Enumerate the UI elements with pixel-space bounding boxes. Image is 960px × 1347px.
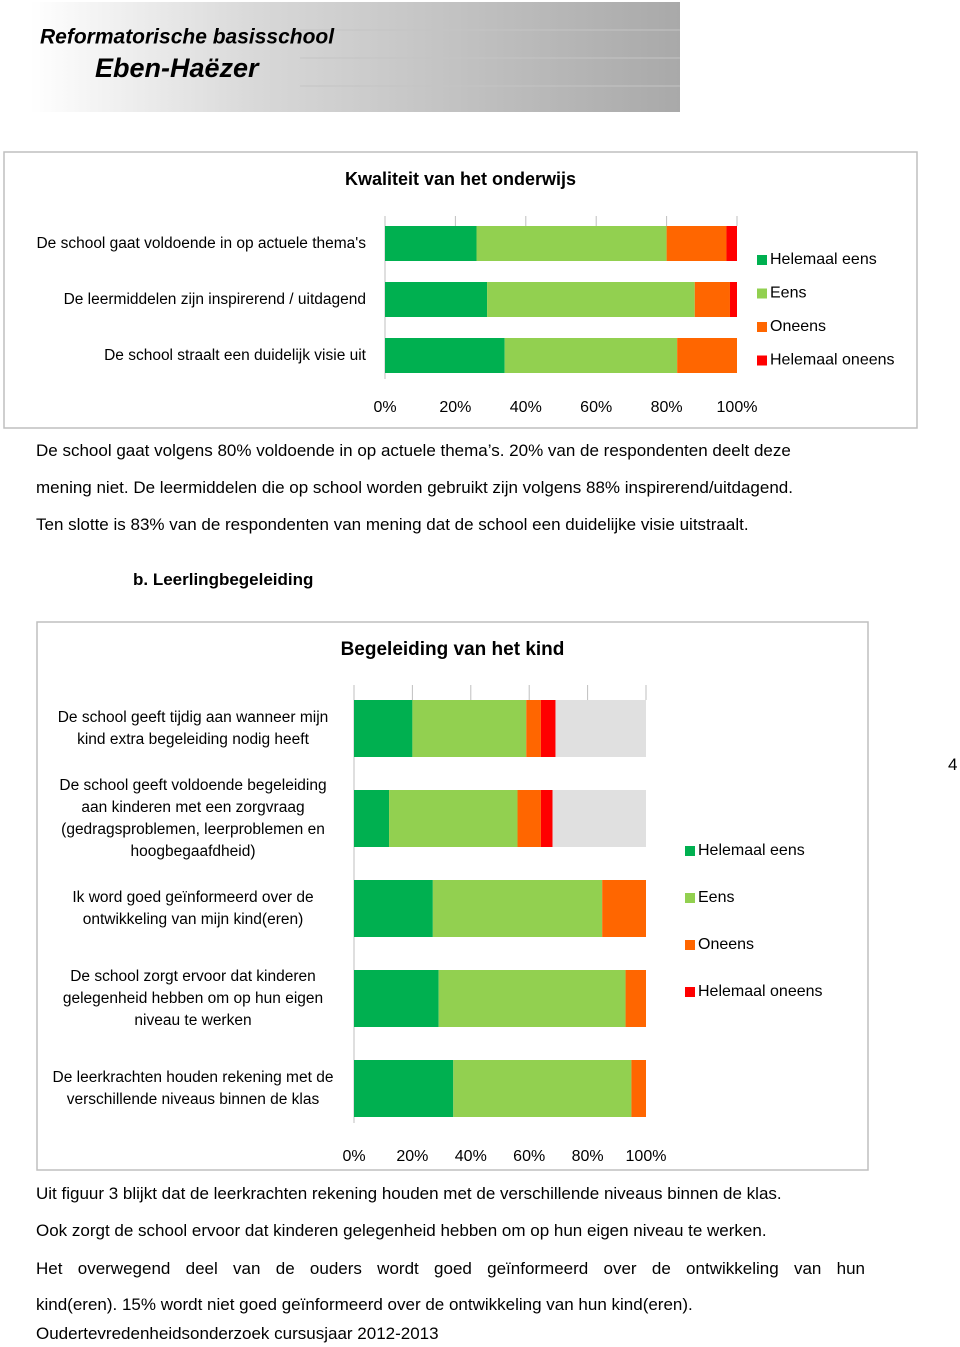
- category-label-box: De school zorgt ervoor dat kinderen gele…: [62, 967, 324, 1029]
- legend-label: Eens: [698, 889, 734, 906]
- bar-segment: [504, 338, 678, 373]
- text-line: Ten slotte is 83% van de respondenten va…: [36, 515, 749, 534]
- bar-segment: [354, 1060, 454, 1117]
- logo-line1: Reformatorische basisschool: [40, 26, 335, 49]
- x-tick-label: 20%: [439, 399, 471, 416]
- x-tick-label: 0%: [373, 399, 396, 416]
- category-label-box: De leerkrachten houden rekening met de v…: [52, 1068, 334, 1108]
- x-tick-label: 100%: [717, 399, 758, 416]
- bar-segment: [354, 970, 439, 1027]
- bar-segment: [487, 282, 695, 317]
- x-tick-label: 80%: [572, 1148, 604, 1165]
- bar-segment: [438, 970, 626, 1027]
- legend-label: Helemaal oneens: [770, 352, 895, 369]
- legend-label: Helemaal eens: [770, 251, 877, 268]
- category-label: De school geeft voldoende begeleiding aa…: [59, 776, 327, 860]
- bar-segment: [385, 226, 477, 261]
- category-label-box: Ik word goed geïnformeerd over de ontwik…: [72, 888, 314, 928]
- legend-swatch: [757, 322, 767, 332]
- legend-label: Oneens: [698, 936, 754, 953]
- footer: Oudertevredenheidsonderzoek cursusjaar 2…: [36, 1324, 439, 1343]
- text-line: Uit figuur 3 blijkt dat de leerkrachten …: [36, 1184, 782, 1203]
- bar-segment: [625, 970, 646, 1027]
- bar-segment: [453, 1060, 632, 1117]
- x-tick-label: 40%: [455, 1148, 487, 1165]
- text-line: Het overwegend deel van de ouders wordt …: [36, 1259, 865, 1278]
- logo-bricks: [300, 29, 680, 87]
- legend-swatch: [685, 893, 695, 903]
- bar-segment: [476, 226, 667, 261]
- bar-segment: [602, 880, 646, 937]
- category-label-box: De school gaat voldoende in op actuele t…: [36, 234, 366, 252]
- bar-segment: [517, 790, 541, 847]
- text-line: mening niet. De leermiddelen die op scho…: [36, 478, 793, 497]
- page-number: 4: [948, 755, 958, 774]
- bar-segment: [729, 282, 737, 317]
- legend-swatch: [757, 255, 767, 265]
- x-tick-label: 80%: [651, 399, 683, 416]
- bar-segment: [666, 226, 727, 261]
- bar-segment: [432, 880, 603, 937]
- legend-swatch: [685, 846, 695, 856]
- category-label-box: De school straalt een duidelijk visie ui…: [104, 346, 366, 364]
- legend-label: Helemaal eens: [698, 842, 805, 859]
- legend-swatch: [757, 288, 767, 299]
- bar-segment: [677, 338, 737, 373]
- legend-label: Oneens: [770, 318, 826, 335]
- legend-label: Helemaal oneens: [698, 983, 823, 1000]
- bar-segment: [555, 700, 646, 757]
- text-line: kind(eren). 15% wordt niet goed geïnform…: [36, 1295, 693, 1314]
- category-label: De school gaat voldoende in op actuele t…: [36, 234, 366, 252]
- legend-swatch: [757, 355, 767, 366]
- category-label-box: De school geeft voldoende begeleiding aa…: [59, 776, 327, 860]
- category-label: De leerkrachten houden rekening met de v…: [52, 1068, 334, 1108]
- legend-swatch: [685, 987, 695, 997]
- text-line: De school gaat volgens 80% voldoende in …: [36, 441, 791, 460]
- legend-swatch: [685, 940, 695, 950]
- bar-segment: [726, 226, 737, 261]
- bar-segment: [385, 338, 505, 373]
- logo-background: [30, 2, 680, 112]
- bar-segment: [694, 282, 730, 317]
- x-tick-label: 20%: [396, 1148, 428, 1165]
- bar-segment: [354, 700, 413, 757]
- chart-title: Kwaliteit van het onderwijs: [345, 169, 576, 189]
- bar-segment: [354, 880, 433, 937]
- bar-segment: [389, 790, 518, 847]
- x-tick-label: 60%: [513, 1148, 545, 1165]
- category-label: De school geeft tijdig aan wanneer mijn …: [57, 708, 329, 748]
- bar-segment: [412, 700, 527, 757]
- bar-segment: [540, 700, 556, 757]
- category-label-box: De school geeft tijdig aan wanneer mijn …: [57, 708, 329, 748]
- chart-title: Begeleiding van het kind: [341, 639, 565, 660]
- legend-label: Eens: [770, 285, 806, 302]
- category-label: Ik word goed geïnformeerd over de ontwik…: [72, 888, 314, 928]
- logo-line2: Eben-Haëzer: [95, 53, 260, 83]
- category-label: De school straalt een duidelijk visie ui…: [104, 346, 366, 364]
- bar-segment: [540, 790, 553, 847]
- x-tick-label: 40%: [510, 399, 542, 416]
- text-line: Ook zorgt de school ervoor dat kinderen …: [36, 1221, 767, 1240]
- bar-segment: [526, 700, 541, 757]
- bar-segment: [552, 790, 646, 847]
- bar-segment: [385, 282, 488, 317]
- bar-segment: [354, 790, 390, 847]
- category-label: De leermiddelen zijn inspirerend / uitda…: [63, 290, 366, 308]
- section-heading: b. Leerlingbegeleiding: [133, 570, 314, 589]
- x-tick-label: 60%: [580, 399, 612, 416]
- x-tick-label: 0%: [342, 1148, 365, 1165]
- x-tick-label: 100%: [626, 1148, 667, 1165]
- category-label: De school zorgt ervoor dat kinderen gele…: [62, 967, 324, 1029]
- bar-segment: [631, 1060, 646, 1117]
- category-label-box: De leermiddelen zijn inspirerend / uitda…: [63, 290, 366, 308]
